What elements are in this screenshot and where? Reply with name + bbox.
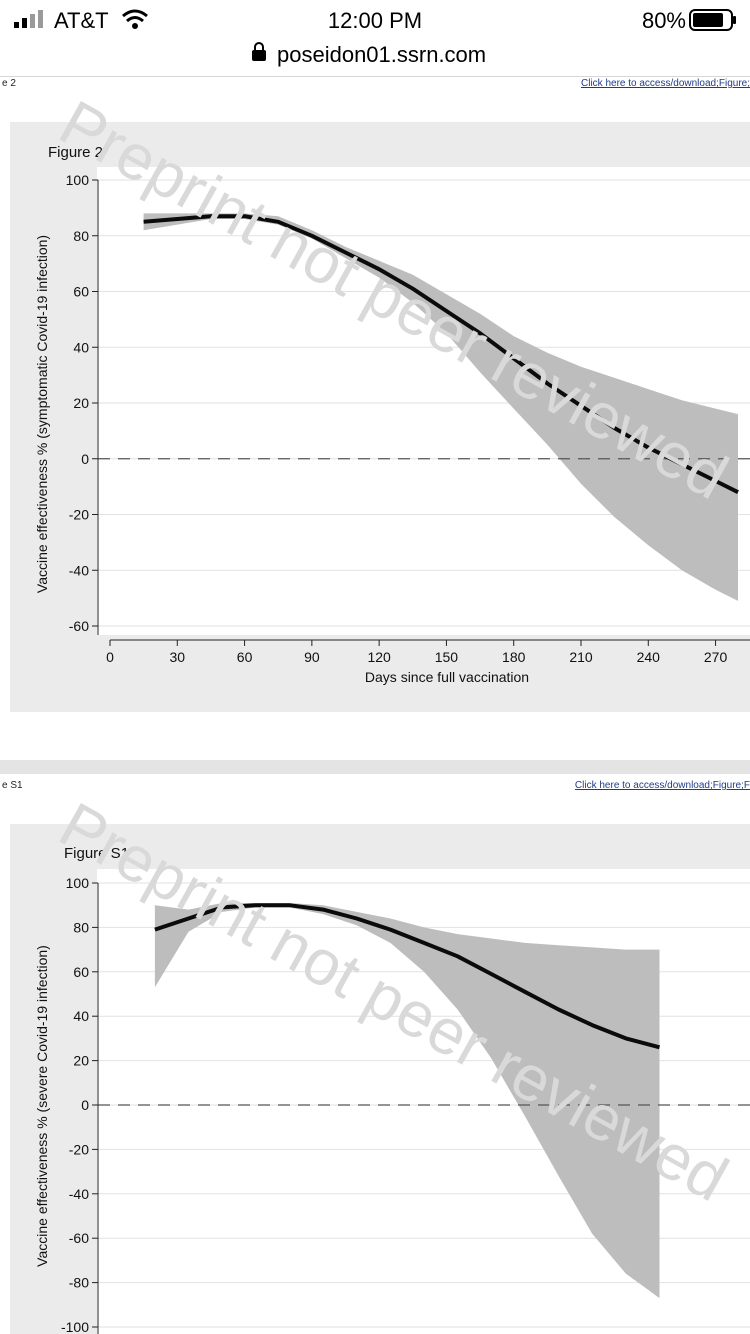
address-bar[interactable]: poseidon01.ssrn.com — [0, 40, 750, 77]
figure-s1-panel: -100 -80 -60 -40 -20 0 20 40 60 80 100 Figure S1 V… — [10, 788, 750, 1334]
confidence-band — [154, 903, 660, 1299]
battery-icon — [689, 9, 736, 31]
y-tick-label: 0 — [81, 1097, 89, 1113]
cellular-signal-icon — [14, 10, 43, 28]
x-tick-label: 150 — [435, 649, 459, 665]
lock-icon — [252, 42, 266, 61]
carrier-label: AT&T — [54, 8, 109, 33]
x-tick-label: 240 — [637, 649, 661, 665]
figure-s1-chart: -100 -80 -60 -40 -20 0 20 40 60 80 100 Figure S1 V… — [34, 788, 750, 1334]
y-ticks: -60 -40 -20 0 20 40 60 80 100 — [66, 172, 98, 634]
x-tick-label: 30 — [169, 649, 185, 665]
y-tick-label: 60 — [73, 964, 89, 980]
figure-s1-section-label: e S1 — [2, 780, 23, 791]
y-tick-label: -40 — [69, 1186, 89, 1202]
y-tick-label: -60 — [69, 1230, 89, 1246]
y-grid — [98, 179, 750, 627]
y-tick-label: -20 — [69, 1141, 89, 1157]
chart-title: Figure S1 — [64, 845, 129, 862]
confidence-band — [143, 213, 739, 601]
x-tick-label: 180 — [502, 649, 526, 665]
wifi-icon — [122, 9, 148, 29]
x-axis-title: Days since full vaccination — [365, 669, 529, 685]
clock-time: 12:00 PM — [328, 8, 422, 33]
battery-percentage: 80% — [642, 8, 686, 33]
y-tick-label: 100 — [66, 875, 90, 891]
url-text: poseidon01.ssrn.com — [277, 42, 486, 67]
x-tick-label: 210 — [569, 649, 593, 665]
figure-2-panel: -60 -40 -20 0 20 40 60 80 100 0 30 60 90 120 150 180 21… — [10, 86, 750, 712]
y-ticks: -100 -80 -60 -40 -20 0 20 40 60 80 100 — [61, 875, 98, 1334]
page-divider — [0, 760, 750, 774]
figure-2-chart: -60 -40 -20 0 20 40 60 80 100 0 30 60 90 120 150 180 21… — [34, 86, 750, 685]
y-tick-label: 60 — [73, 284, 89, 300]
y-tick-label: -40 — [69, 562, 89, 578]
effectiveness-line — [154, 903, 661, 1050]
y-tick-label: 40 — [73, 1008, 89, 1024]
y-axis-title: Vaccine effectiveness % (severe Covid-19… — [34, 945, 50, 1267]
x-tick-label: 60 — [237, 649, 253, 665]
y-tick-label: 20 — [73, 1053, 89, 1069]
x-ticks: 0 30 60 90 120 150 180 210 240 270 — [106, 640, 727, 665]
x-tick-label: 0 — [106, 649, 114, 665]
figure-s1-download-link[interactable]: Click here to access/download;Figure;F — [574, 780, 750, 791]
status-bar: AT&T 12:00 PM 80% — [0, 0, 750, 40]
y-tick-label: 20 — [73, 395, 89, 411]
y-tick-label: 0 — [81, 451, 89, 467]
figure-2-section-label: e 2 — [2, 78, 16, 89]
x-tick-label: 270 — [704, 649, 728, 665]
y-axis-title: Vaccine effectiveness % (symptomatic Cov… — [34, 235, 50, 593]
x-tick-label: 120 — [367, 649, 391, 665]
effectiveness-line — [143, 214, 739, 494]
y-tick-label: -20 — [69, 507, 89, 523]
figure-2-download-link[interactable]: Click here to access/download;Figure; — [581, 78, 750, 89]
y-tick-label: 80 — [73, 919, 89, 935]
y-tick-label: 40 — [73, 339, 89, 355]
chart-title: Figure 2 — [48, 144, 103, 161]
y-tick-label: -100 — [61, 1319, 89, 1334]
y-tick-label: -60 — [69, 618, 89, 634]
x-tick-label: 90 — [304, 649, 320, 665]
y-tick-label: 80 — [73, 228, 89, 244]
y-tick-label: 100 — [66, 172, 90, 188]
y-tick-label: -80 — [69, 1275, 89, 1291]
